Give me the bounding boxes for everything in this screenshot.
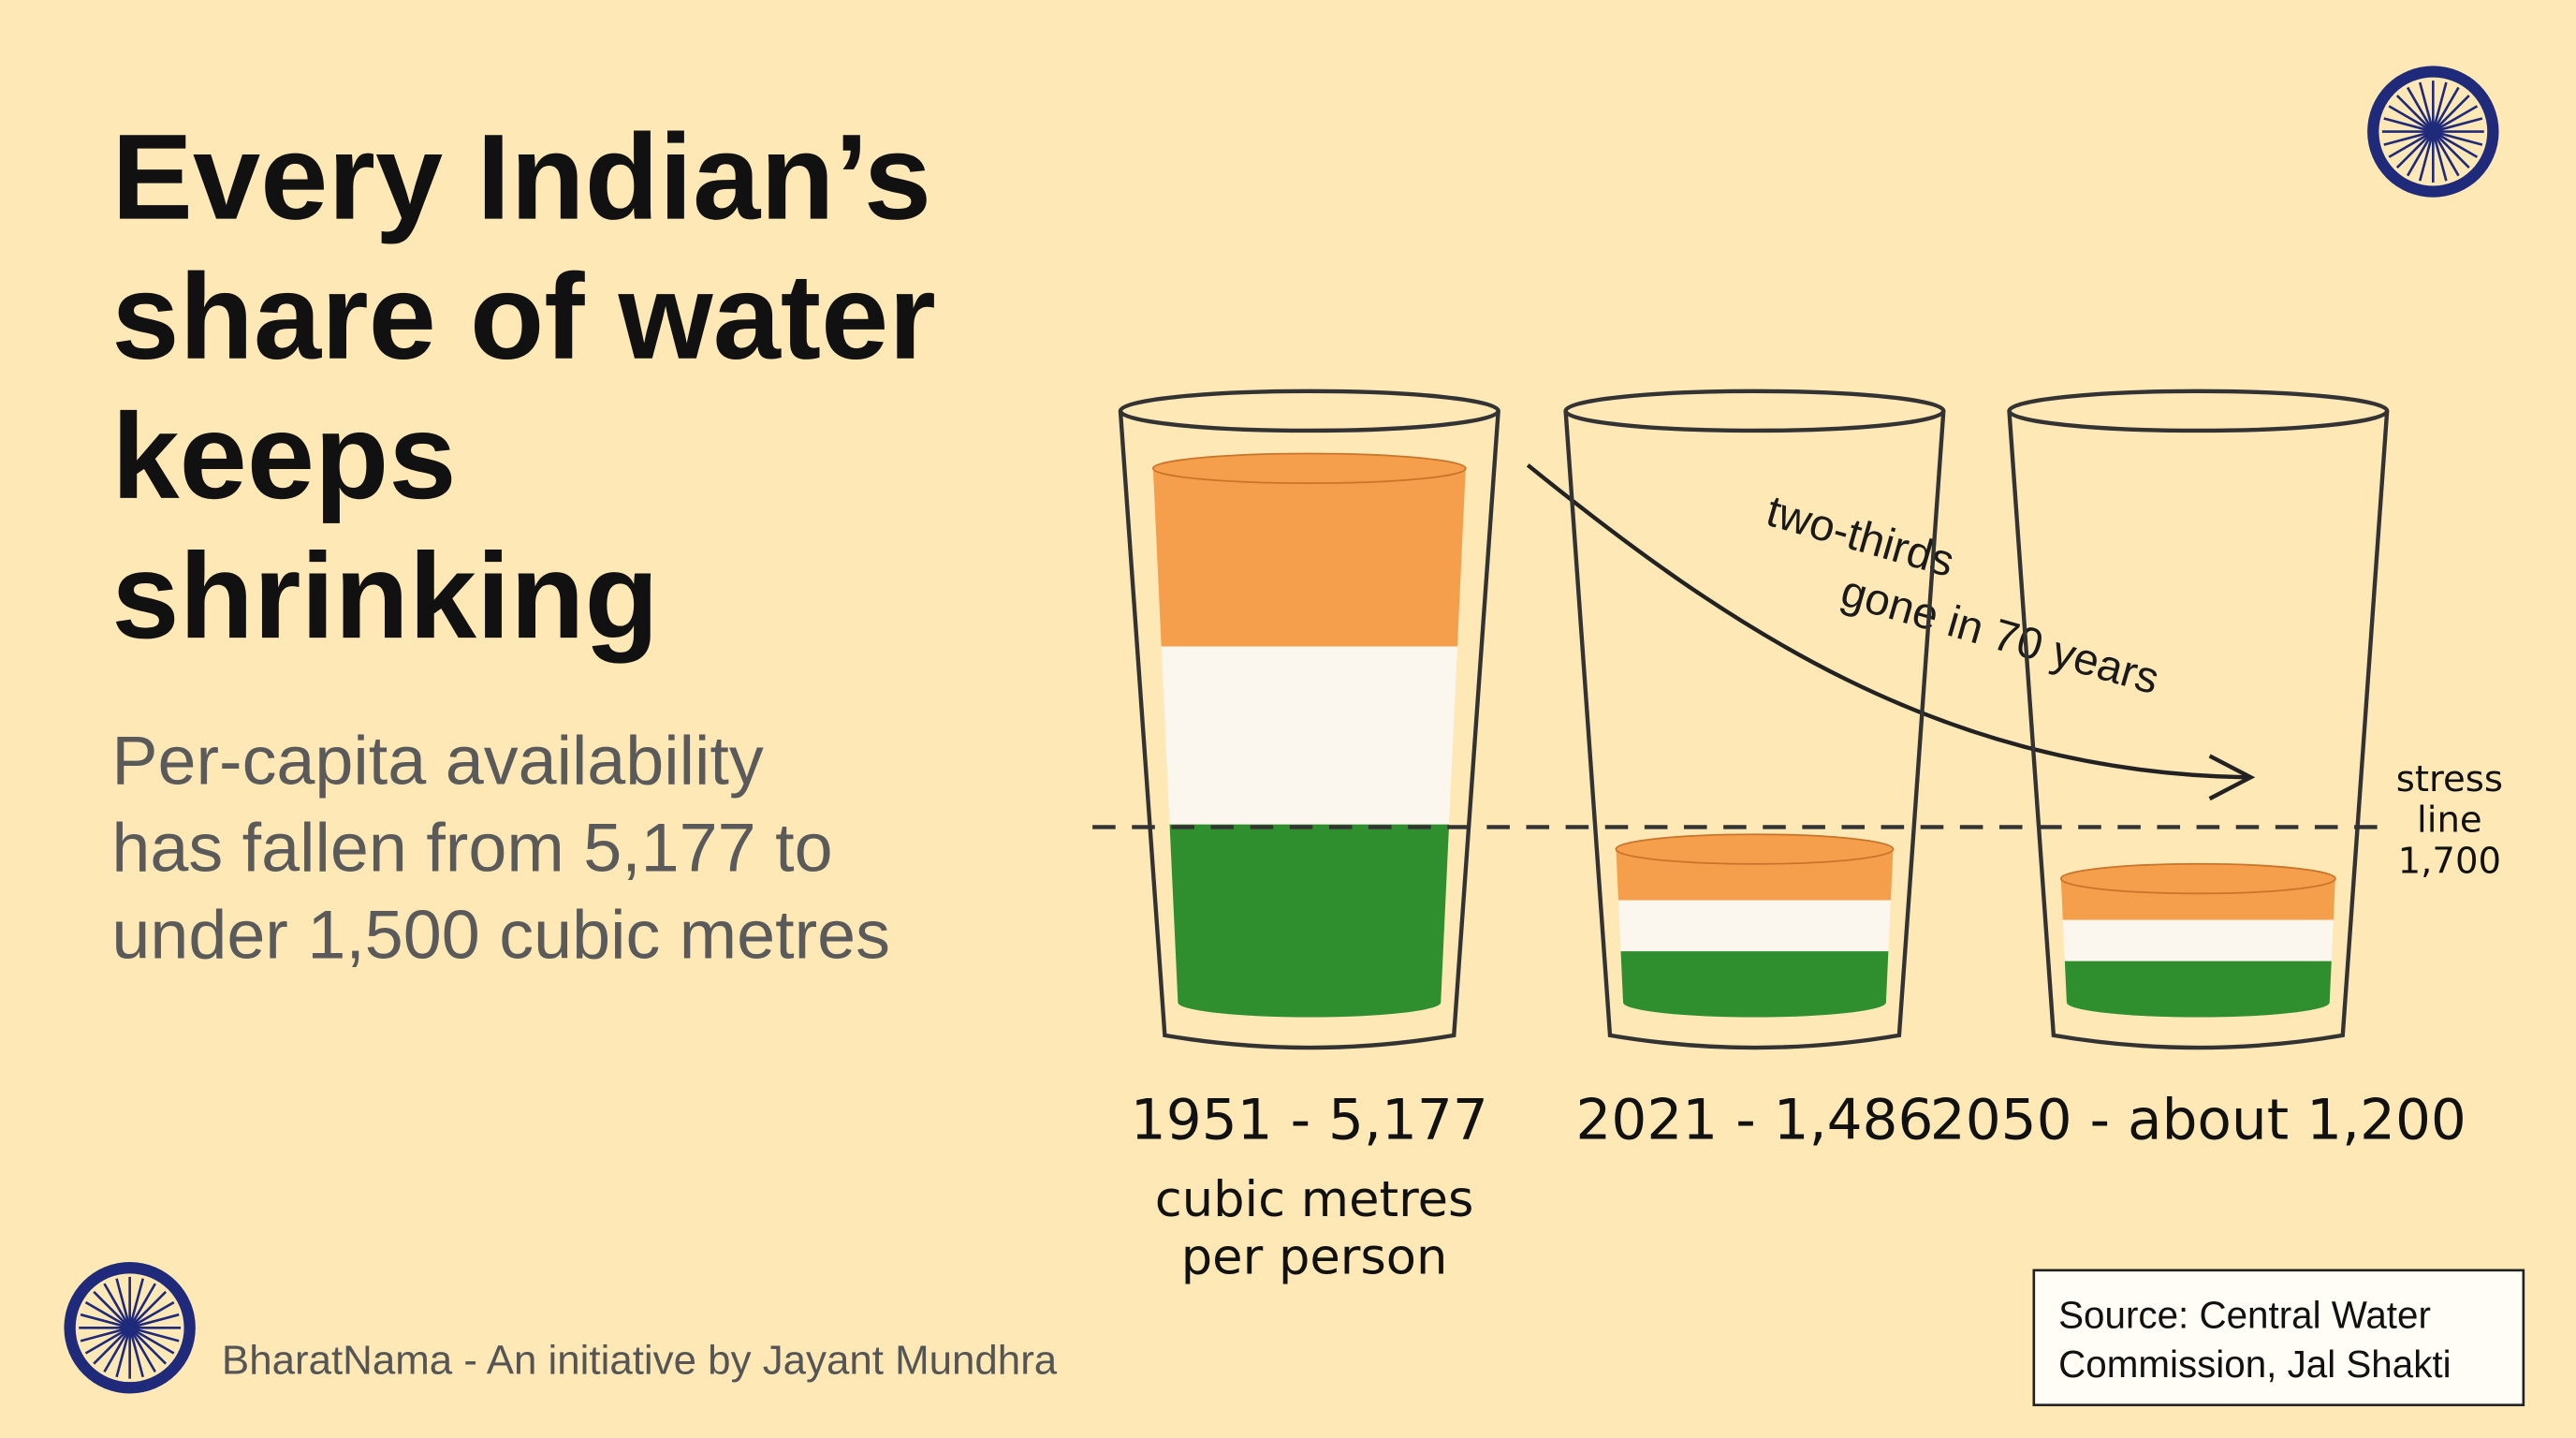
emblem-spoke xyxy=(93,1327,131,1365)
subtitle: has fallen from 5,177 to xyxy=(111,808,832,886)
title: keeps xyxy=(111,388,456,524)
footer: BharatNama - An initiative by Jayant Mun… xyxy=(222,1337,1058,1383)
fill-surface xyxy=(2059,862,2336,895)
emblem-spoke xyxy=(2432,130,2479,158)
emblem-spoke xyxy=(115,1327,131,1378)
emblem-spoke xyxy=(2395,130,2435,169)
fill-base xyxy=(1623,987,1886,1018)
emblem-spoke xyxy=(84,1327,131,1355)
emblem-spoke xyxy=(84,1300,131,1329)
value-label: 1951 - 5,177 xyxy=(1131,1088,1488,1152)
value-label: 2050 - about 1,200 xyxy=(1930,1088,2466,1152)
emblem-spoke xyxy=(2432,95,2470,133)
glass-fill xyxy=(2059,862,2336,1018)
fill-band xyxy=(2062,919,2334,961)
emblem-spoke xyxy=(129,1326,180,1343)
emblem-spoke xyxy=(2383,130,2434,146)
title: shrinking xyxy=(111,527,658,664)
emblem-spoke xyxy=(129,1313,180,1329)
glass-rim xyxy=(1118,389,1500,433)
glass-rim xyxy=(1563,389,1946,433)
glass xyxy=(1563,410,1946,1050)
emblem-spoke xyxy=(128,1327,175,1355)
emblem-spoke xyxy=(128,1327,168,1365)
emblem-spoke xyxy=(128,1290,168,1329)
emblem-spoke xyxy=(2432,117,2483,133)
unit-label: cubic metres xyxy=(1155,1171,1474,1228)
glass-fill xyxy=(1615,833,1895,1018)
emblem-spoke xyxy=(93,1290,131,1329)
value-label: 2021 - 1,486 xyxy=(1575,1088,1933,1152)
arrow-head xyxy=(2208,754,2256,801)
emblem-spoke xyxy=(2418,131,2435,182)
emblem-spoke xyxy=(128,1327,145,1378)
source: Source: Central Water xyxy=(2058,1293,2431,1336)
glass xyxy=(1118,410,1500,1050)
emblem-spoke xyxy=(128,1283,156,1328)
fill-band xyxy=(1620,951,1889,1003)
emblem-spoke xyxy=(2432,130,2470,169)
emblem-spoke xyxy=(2388,105,2434,133)
emblem-spoke xyxy=(2432,81,2448,132)
emblem-spoke xyxy=(2406,86,2435,133)
emblem-spoke xyxy=(2432,130,2460,177)
emblem-hub xyxy=(2424,123,2442,140)
emblem-spoke xyxy=(2432,130,2483,146)
fill-base xyxy=(1178,987,1442,1018)
fill-base xyxy=(2066,987,2330,1018)
emblem-spoke xyxy=(128,1278,145,1328)
emblem-spoke xyxy=(2388,130,2434,158)
unit-label: per person xyxy=(1181,1228,1448,1285)
glass-rim xyxy=(2007,389,2390,433)
emblem-spoke xyxy=(2432,86,2460,133)
emblem-hub xyxy=(121,1319,139,1337)
subtitle: under 1,500 cubic metres xyxy=(111,895,890,973)
emblem-spoke xyxy=(115,1278,131,1328)
fill-band xyxy=(1169,824,1450,1003)
emblem-spoke xyxy=(2383,117,2434,133)
fill-surface xyxy=(1151,452,1467,485)
reference-label: 1,700 xyxy=(2398,841,2502,883)
emblem-spoke xyxy=(80,1313,130,1329)
reference-label: stress xyxy=(2396,758,2503,800)
fill-surface xyxy=(1615,833,1895,865)
title: Every Indian’s xyxy=(111,109,931,245)
glass-fill xyxy=(1151,452,1467,1018)
subtitle: Per-capita availability xyxy=(111,721,764,799)
emblem-spoke xyxy=(2418,81,2435,132)
emblem-spoke xyxy=(128,1327,156,1373)
fill-band xyxy=(1161,646,1457,825)
emblem-spoke xyxy=(103,1283,131,1328)
emblem-spoke xyxy=(2395,95,2435,133)
reference-label: line xyxy=(2417,800,2482,842)
emblem-spoke xyxy=(2432,105,2479,133)
emblem-spoke xyxy=(103,1327,131,1373)
fill-band xyxy=(1152,468,1466,647)
source: Commission, Jal Shakti xyxy=(2058,1343,2451,1386)
fill-band xyxy=(1617,900,1891,952)
title: share of water xyxy=(111,248,935,385)
emblem-spoke xyxy=(128,1300,175,1329)
arrow xyxy=(1526,463,2248,780)
glass xyxy=(2007,410,2390,1050)
source-box xyxy=(2032,1269,2525,1407)
emblem-spoke xyxy=(2432,131,2448,182)
emblem-spoke xyxy=(2406,130,2435,177)
emblem-spoke xyxy=(80,1326,130,1343)
